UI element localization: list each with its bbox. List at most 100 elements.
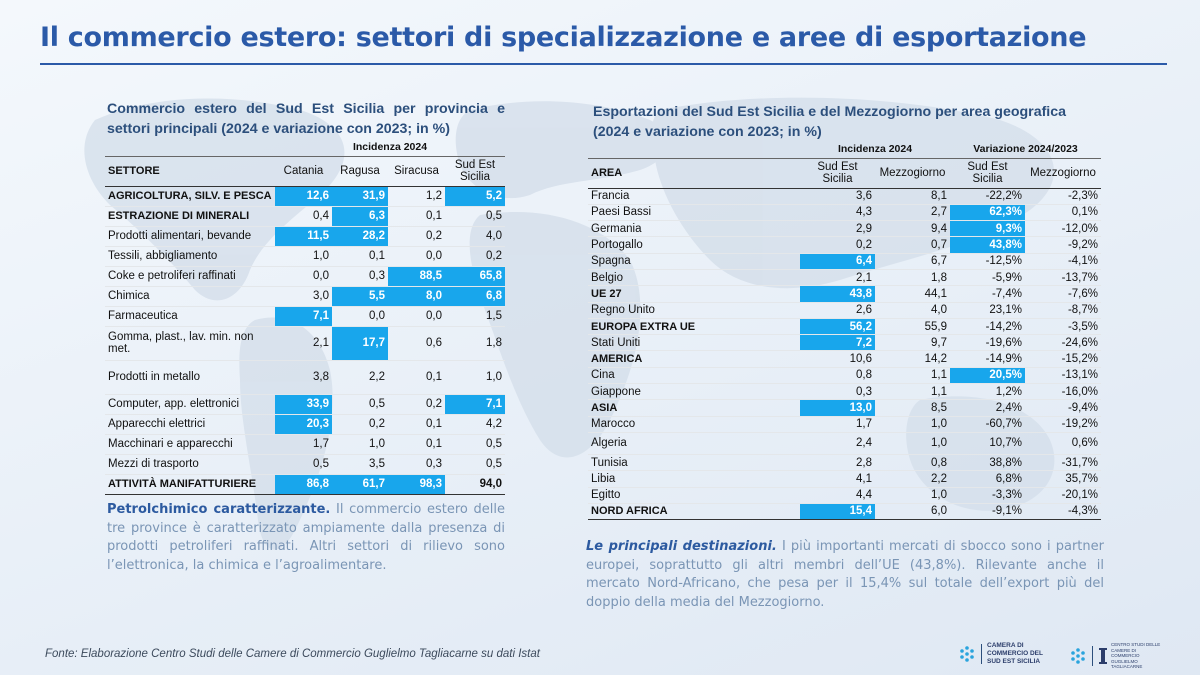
table-cell: 5,2 [445,186,505,207]
table-row: Tunisia 2,8 0,8 38,8% -31,7% [588,454,1101,472]
table-cell: 1,5 [445,306,505,327]
table-header-row: AREA Sud Est Sicilia Mezzogiorno Sud Est… [588,158,1101,189]
table-cell: 0,5 [332,394,388,415]
table-row: Spagna 6,4 6,7 -12,5% -4,1% [588,253,1101,270]
row-label: NORD AFRICA [588,503,800,521]
left-commentary-lead: Petrolchimico caratterizzante. [107,502,331,517]
table-cell: 7,1 [275,306,332,327]
row-label: Algeria [588,432,800,455]
table-row: Gomma, plast., lav. min. non met. 2,1 17… [105,326,505,361]
table-cell: 0,2 [445,246,505,267]
table-cell: 4,2 [445,414,505,435]
table-row: Egitto 4,4 1,0 -3,3% -20,1% [588,487,1101,504]
table-cell: 9,3% [950,220,1025,238]
table-cell: 17,7 [332,326,388,361]
table-cell: -8,7% [1025,302,1101,319]
table-cell: 2,8 [800,454,875,472]
table-row: Prodotti in metallo 3,8 2,2 0,1 1,0 [105,360,505,395]
column-icon [1099,647,1107,664]
table-row: Farmaceutica 7,1 0,0 0,0 1,5 [105,306,505,327]
table-cell: 1,8 [875,269,950,287]
row-label: Apparecchi elettrici [105,414,275,435]
table-row: Belgio 2,1 1,8 -5,9% -13,7% [588,269,1101,287]
row-label: Francia [588,188,800,205]
table-cell: 0,8 [800,367,875,385]
table-row: Prodotti alimentari, bevande 11,5 28,2 0… [105,226,505,247]
table-cell: 0,5 [445,434,505,455]
row-label: Giappone [588,383,800,401]
table-cell: -7,4% [950,285,1025,303]
row-label: Mezzi di trasporto [105,454,275,475]
column-header: Catania [275,155,332,187]
table-cell: 14,2 [875,350,950,368]
row-label: UE 27 [588,285,800,303]
row-label: Portogallo [588,236,800,254]
row-label: Marocco [588,416,800,433]
table-cell: -9,4% [1025,399,1101,417]
table-cell: 55,9 [875,318,950,336]
table-cell: 0,0 [275,266,332,287]
table-cell: -9,2% [1025,236,1101,254]
table-row: NORD AFRICA 15,4 6,0 -9,1% -4,3% [588,503,1101,521]
slide-title: Il commercio estero: settori di speciali… [40,22,1087,53]
table-cell: 4,0 [445,226,505,247]
table-row: ESTRAZIONE DI MINERALI 0,4 6,3 0,1 0,5 [105,206,505,227]
table-cell: 0,1% [1025,204,1101,222]
table-cell: -13,1% [1025,367,1101,385]
logo-separator [981,644,982,664]
row-label: ESTRAZIONE DI MINERALI [105,206,275,227]
table-cell: 3,0 [275,286,332,307]
table-cell: 4,0 [875,302,950,319]
table-cell: 1,1 [875,367,950,385]
row-label: ASIA [588,399,800,417]
table-cell: 6,8% [950,470,1025,488]
left-commentary: Petrolchimico caratterizzante. Il commer… [107,501,505,575]
row-label: AGRICOLTURA, SILV. E PESCA [105,186,275,207]
table-row: ATTIVITÀ MANIFATTURIERE 86,8 61,7 98,3 9… [105,474,505,495]
table-cell: 1,0 [875,416,950,433]
table-cell: 56,2 [800,318,875,336]
table-cell: 38,8% [950,454,1025,472]
table-cell: 0,5 [445,454,505,475]
right-commentary-lead: Le principali destinazioni. [586,539,777,554]
table-cell: 0,5 [445,206,505,227]
table-cell: -3,5% [1025,318,1101,336]
table-cell: 1,0 [275,246,332,267]
table-cell: -5,9% [950,269,1025,287]
table-cell: 0,4 [275,206,332,227]
table-cell: -24,6% [1025,334,1101,352]
table-cell: 2,6 [800,302,875,319]
table-cell: -7,6% [1025,285,1101,303]
title-divider [40,63,1167,65]
table-cell: 3,8 [275,360,332,395]
table-cell: 88,5 [388,266,445,287]
table-cell: 35,7% [1025,470,1101,488]
table-cell: 0,5 [275,454,332,475]
table-row: ASIA 13,0 8,5 2,4% -9,4% [588,399,1101,417]
table-cell: 44,1 [875,285,950,303]
table-cell: 3,5 [332,454,388,475]
row-label: Tessili, abbigliamento [105,246,275,267]
table-cell: 1,0 [875,432,950,455]
table-cell: 0,3 [388,454,445,475]
camera-commercio-text: CAMERA DI COMMERCIO DEL SUD EST SICILIA [987,642,1043,665]
table-cell: 6,7 [875,253,950,270]
table-cell: 9,4 [875,220,950,238]
table-cell: 2,9 [800,220,875,238]
table-row: Germania 2,9 9,4 9,3% -12,0% [588,220,1101,238]
table-cell: 0,1 [332,246,388,267]
table-row: Stati Uniti 7,2 9,7 -19,6% -24,6% [588,334,1101,352]
table-cell: 6,8 [445,286,505,307]
right-commentary: Le principali destinazioni. I più import… [586,538,1104,612]
table-cell: 43,8 [800,285,875,303]
table-cell: 0,0 [388,246,445,267]
row-label: Spagna [588,253,800,270]
row-label: Prodotti alimentari, bevande [105,226,275,247]
row-label: Computer, app. elettronici [105,394,275,415]
table-cell: -3,3% [950,487,1025,504]
table-cell: 86,8 [275,474,332,495]
table-cell: 1,0 [445,360,505,395]
table-cell: 0,6% [1025,432,1101,455]
table-cell: 0,2 [388,226,445,247]
table-cell: 8,5 [875,399,950,417]
